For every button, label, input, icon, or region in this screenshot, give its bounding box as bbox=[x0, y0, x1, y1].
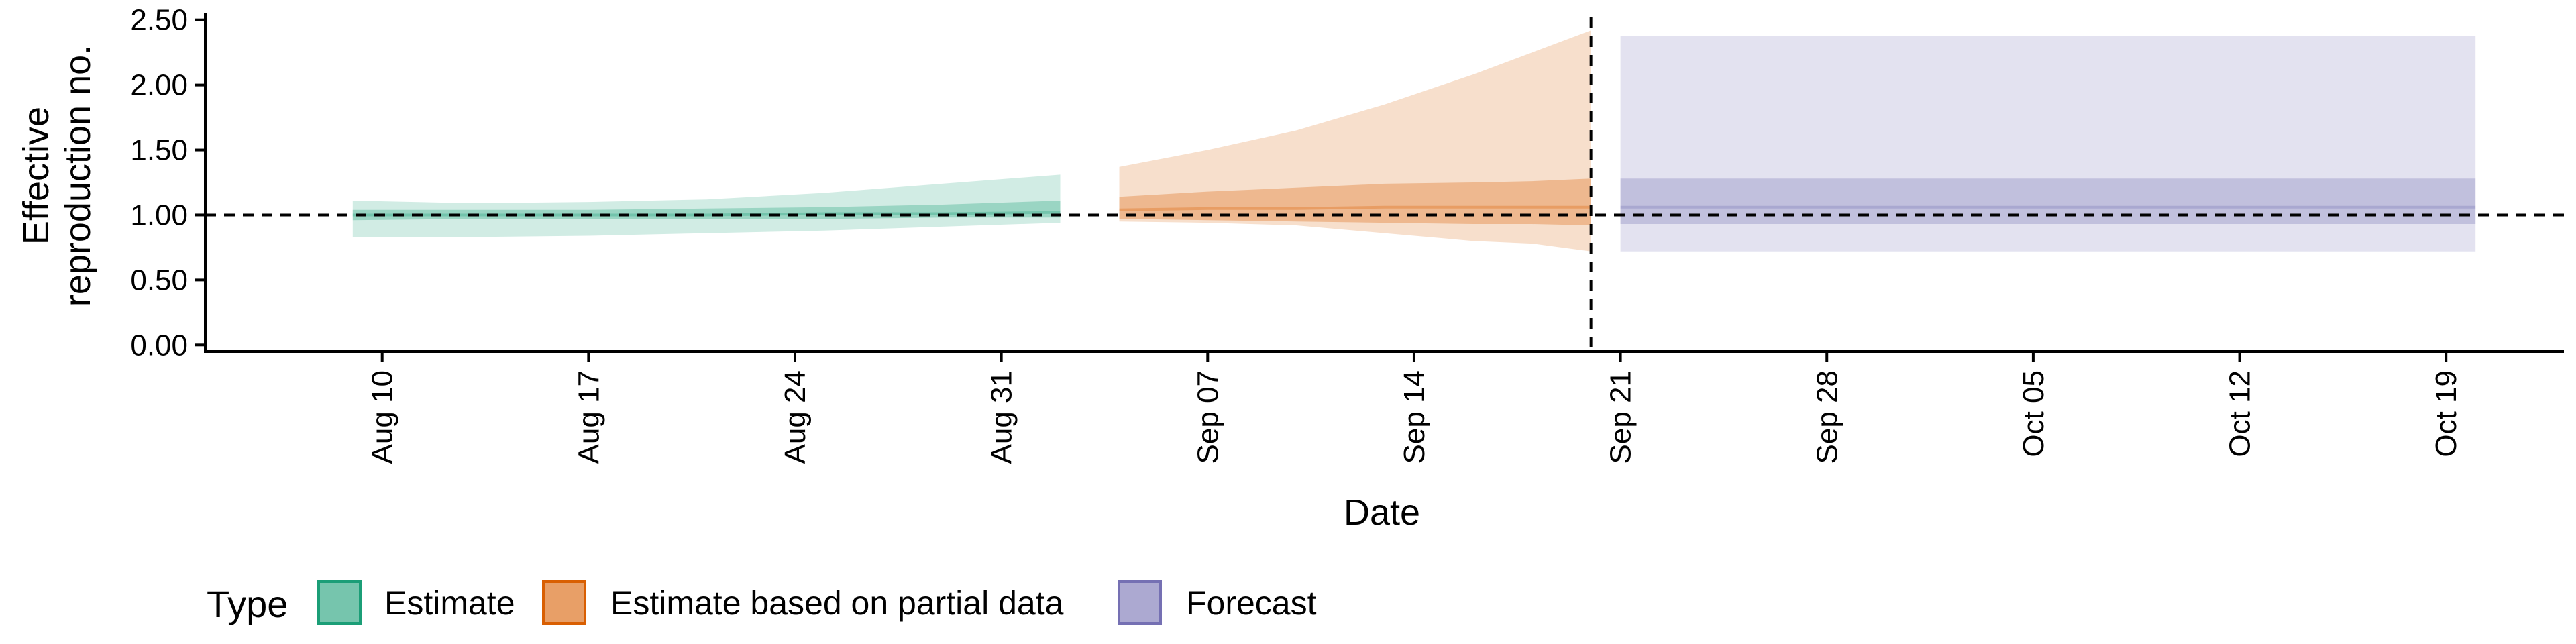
y-tick-label: 1.50 bbox=[130, 134, 188, 167]
legend-key-forecast bbox=[1118, 580, 1162, 625]
legend-label-forecast: Forecast bbox=[1186, 584, 1317, 622]
y-tick-label: 0.00 bbox=[130, 329, 188, 362]
band-outer-estimate bbox=[352, 174, 1061, 237]
legend-key-partial bbox=[542, 580, 586, 625]
y-tick-label: 0.50 bbox=[130, 264, 188, 297]
x-tick-label: Oct 05 bbox=[2017, 370, 2050, 458]
legend: Type Estimate Estimate based on partial … bbox=[207, 580, 1317, 625]
x-tick-label: Sep 21 bbox=[1605, 370, 1638, 464]
band-inner-forecast bbox=[1620, 178, 2476, 224]
x-tick-label: Sep 07 bbox=[1191, 370, 1224, 464]
y-tick-label: 2.00 bbox=[130, 69, 188, 102]
legend-label-partial: Estimate based on partial data bbox=[610, 584, 1064, 622]
legend-title: Type bbox=[207, 583, 288, 625]
axes: 0.00 0.50 1.00 1.50 2.00 2.50 Aug 10 Aug 17 Aug … bbox=[130, 4, 2564, 464]
x-tick-label: Oct 19 bbox=[2430, 370, 2463, 458]
x-tick-label: Aug 17 bbox=[572, 370, 605, 464]
x-tick-label: Aug 31 bbox=[985, 370, 1018, 464]
series-estimate-based-on-partial-data bbox=[1119, 30, 1591, 252]
y-axis-title: Effective reproduction no. bbox=[16, 45, 98, 307]
x-tick-label: Oct 12 bbox=[2224, 370, 2257, 458]
y-tick-label: 2.50 bbox=[130, 4, 188, 37]
series-forecast bbox=[1620, 36, 2476, 252]
series-estimate bbox=[352, 174, 1061, 237]
x-tick-label: Sep 14 bbox=[1398, 370, 1431, 464]
band-outer-estimate-based-on-partial-data bbox=[1119, 30, 1591, 252]
x-tick-label: Aug 10 bbox=[366, 370, 399, 464]
x-tick-label: Aug 24 bbox=[779, 370, 812, 464]
x-tick-label: Sep 28 bbox=[1811, 370, 1843, 464]
credible-interval-bands bbox=[352, 30, 2476, 252]
y-tick-label: 1.00 bbox=[130, 199, 188, 231]
x-axis-title: Date bbox=[1344, 492, 1420, 533]
legend-key-estimate bbox=[317, 580, 362, 625]
y-axis-title-line-1: Effective bbox=[16, 107, 56, 245]
band-outer-forecast bbox=[1620, 36, 2476, 252]
y-axis-title-line-2: reproduction no. bbox=[58, 45, 98, 307]
legend-label-estimate: Estimate bbox=[384, 584, 515, 622]
median-line-estimate-based-on-partial-data bbox=[1119, 205, 1591, 211]
